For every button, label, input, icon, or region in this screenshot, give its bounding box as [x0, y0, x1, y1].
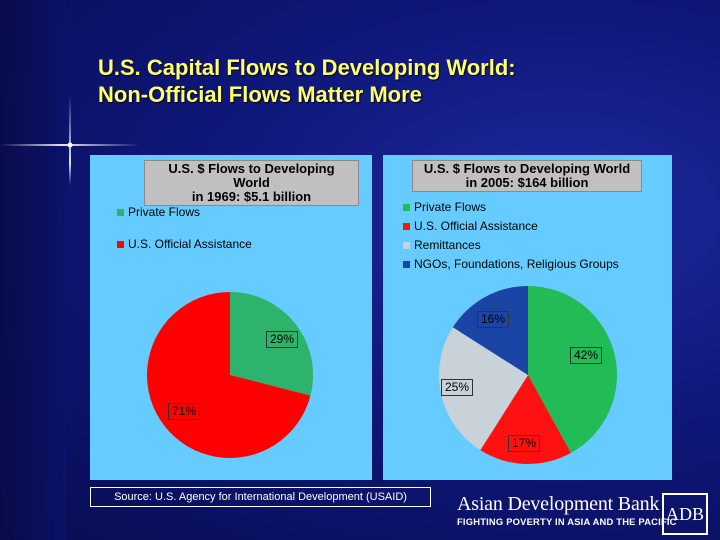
pie-slice-ngos-foundations-religious-groups — [452, 286, 528, 375]
chart-panel-2005: U.S. $ Flows to Developing World in 2005… — [383, 155, 672, 480]
chart-title-2005-line2: in 2005: $164 billion — [465, 175, 589, 190]
chart-title-2005-line1: U.S. $ Flows to Developing World — [423, 161, 631, 176]
adb-logo: ADB — [662, 493, 708, 535]
pie-chart-2005 — [439, 286, 617, 464]
chart-title-1969-line2: in 1969: $5.1 billion — [191, 189, 312, 204]
legend-label: Remittances — [414, 238, 481, 252]
legend-label: Private Flows — [128, 205, 201, 219]
legend-item-private-flows: Private Flows — [403, 198, 619, 217]
legend-1969: Private Flows U.S. Official Assistance — [117, 203, 252, 267]
data-label-us-official-assistance-1969: 71% — [168, 403, 201, 420]
slide-title: U.S. Capital Flows to Developing World: … — [98, 54, 516, 108]
data-label-remittances-2005: 25% — [441, 379, 474, 396]
pie-slice-u-s-official-assistance — [146, 292, 311, 458]
data-label-ngos-2005: 16% — [477, 311, 510, 328]
legend-label: U.S. Official Assistance — [414, 219, 538, 233]
legend-item-remittances: Remittances — [403, 236, 619, 255]
pie-slice-remittances — [439, 327, 528, 451]
legend-swatch — [403, 261, 410, 268]
pie-slice-private-flows — [528, 286, 617, 453]
legend-item-private-flows: Private Flows — [117, 203, 252, 235]
chart-title-2005: U.S. $ Flows to Developing World in 2005… — [412, 160, 642, 192]
legend-label: Private Flows — [414, 200, 487, 214]
chart-panel-1969: U.S. $ Flows to Developing World in 1969… — [90, 155, 372, 480]
bank-tagline: FIGHTING POVERTY IN ASIA AND THE PACIFIC — [457, 516, 677, 527]
data-label-private-flows-2005: 42% — [570, 347, 603, 364]
slide-title-line2: Non-Official Flows Matter More — [98, 82, 422, 107]
legend-swatch — [403, 204, 410, 211]
slide-title-line1: U.S. Capital Flows to Developing World: — [98, 55, 516, 80]
legend-label: U.S. Official Assistance — [128, 237, 252, 251]
source-note: Source: U.S. Agency for International De… — [90, 487, 431, 507]
chart-title-1969: U.S. $ Flows to Developing World in 1969… — [144, 160, 359, 206]
legend-swatch — [403, 223, 410, 230]
legend-swatch — [117, 241, 124, 248]
legend-item-us-official-assistance: U.S. Official Assistance — [117, 235, 252, 267]
legend-swatch — [403, 242, 410, 249]
pie-slice-private-flows — [230, 292, 313, 396]
chart-title-1969-line1: U.S. $ Flows to Developing World — [168, 161, 335, 190]
side-band — [0, 0, 66, 540]
legend-2005: Private Flows U.S. Official Assistance R… — [403, 198, 619, 274]
pie-slice-u-s-official-assistance — [480, 375, 571, 464]
bank-name: Asian Development Bank — [457, 493, 660, 515]
legend-swatch — [117, 209, 124, 216]
data-label-us-official-assistance-2005: 17% — [508, 435, 541, 452]
sparkle-decoration — [0, 95, 140, 185]
legend-item-us-official-assistance: U.S. Official Assistance — [403, 217, 619, 236]
legend-item-ngos: NGOs, Foundations, Religious Groups — [403, 255, 619, 274]
legend-label: NGOs, Foundations, Religious Groups — [414, 257, 619, 271]
pie-chart-1969 — [146, 292, 313, 458]
data-label-private-flows-1969: 29% — [266, 331, 299, 348]
